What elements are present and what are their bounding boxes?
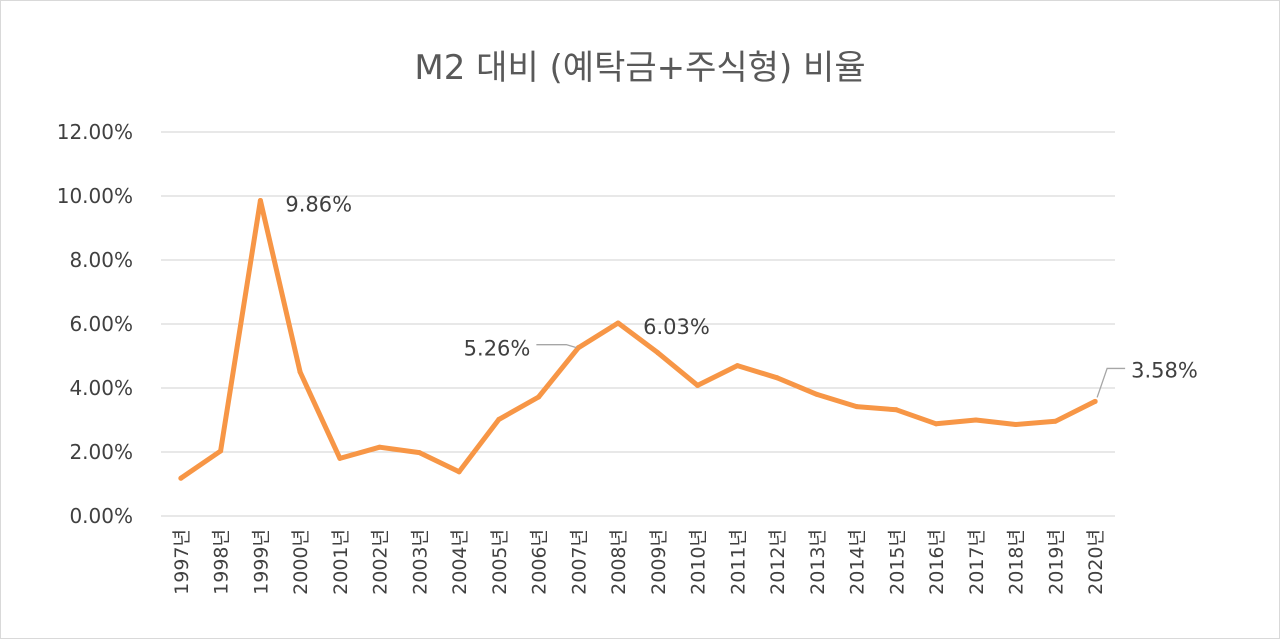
x-axis-ticks: 1997년 1998년 1999년 2000년 2001년 2002년 2003년 2004년… [171,529,1107,595]
series-layer [178,197,1098,481]
data-point [257,197,263,203]
x-tick-label: 2007년 [568,529,590,595]
y-tick-label: 10.00% [57,184,133,208]
data-labels: 9.86% 5.26% 6.03% 3.58% [285,192,1198,398]
x-tick-label: 2013년 [807,529,829,595]
x-tick-label: 2017년 [966,529,988,595]
data-point [377,444,383,450]
x-tick-label: 2018년 [1006,529,1028,595]
data-point [854,404,860,410]
data-point [973,417,979,423]
data-point [933,421,939,427]
x-tick-label: 2008년 [608,529,630,595]
y-tick-label: 0.00% [69,504,133,528]
data-point [893,407,899,413]
data-label: 9.86% [285,192,352,216]
data-point [1052,418,1058,424]
y-tick-label: 2.00% [69,440,133,464]
data-point [1092,398,1098,404]
data-point [575,345,581,351]
data-point [655,350,661,356]
x-tick-label: 2006년 [529,529,551,595]
x-tick-label: 2020년 [1085,529,1107,595]
data-label: 5.26% [464,337,531,361]
data-point [297,369,303,375]
data-point [695,382,701,388]
chart-title: M2 대비 (예탁금+주식형) 비율 [414,48,865,88]
x-tick-label: 2003년 [409,529,431,595]
data-label-leader [1096,367,1126,398]
data-point [456,469,462,475]
x-tick-label: 2005년 [489,529,511,595]
data-point [337,455,343,461]
data-point [218,448,224,454]
x-tick-label: 2019년 [1045,529,1067,595]
x-tick-label: 1997년 [171,529,193,595]
x-tick-label: 2002년 [370,529,392,595]
data-point [496,416,502,422]
data-point [814,391,820,397]
x-tick-label: 2000년 [290,529,312,595]
x-tick-label: 2010년 [688,529,710,595]
data-point [416,450,422,456]
data-point [615,320,621,326]
gridlines [161,131,1115,517]
x-tick-label: 1998년 [211,529,233,595]
x-tick-label: 2016년 [926,529,948,595]
y-tick-label: 4.00% [69,376,133,400]
data-point [734,363,740,369]
y-axis-ticks: 0.00% 2.00% 4.00% 6.00% 8.00% 10.00% 12.00% [57,120,133,528]
y-tick-label: 12.00% [57,120,133,144]
data-point [178,475,184,481]
data-label: 3.58% [1131,358,1198,382]
x-tick-label: 2014년 [847,529,869,595]
data-point [774,375,780,381]
data-point [1013,421,1019,427]
x-tick-label: 2009년 [648,529,670,595]
y-tick-label: 8.00% [69,248,133,272]
data-label: 6.03% [643,315,710,339]
x-tick-label: 2001년 [330,529,352,595]
x-tick-label: 2015년 [886,529,908,595]
x-tick-label: 1999년 [250,529,272,595]
series-line [178,198,1098,481]
x-tick-label: 2012년 [767,529,789,595]
data-point [536,394,542,400]
y-tick-label: 6.00% [69,312,133,336]
x-tick-label: 2004년 [449,529,471,595]
data-label-leader [536,344,577,349]
x-tick-label: 2011년 [727,529,749,595]
